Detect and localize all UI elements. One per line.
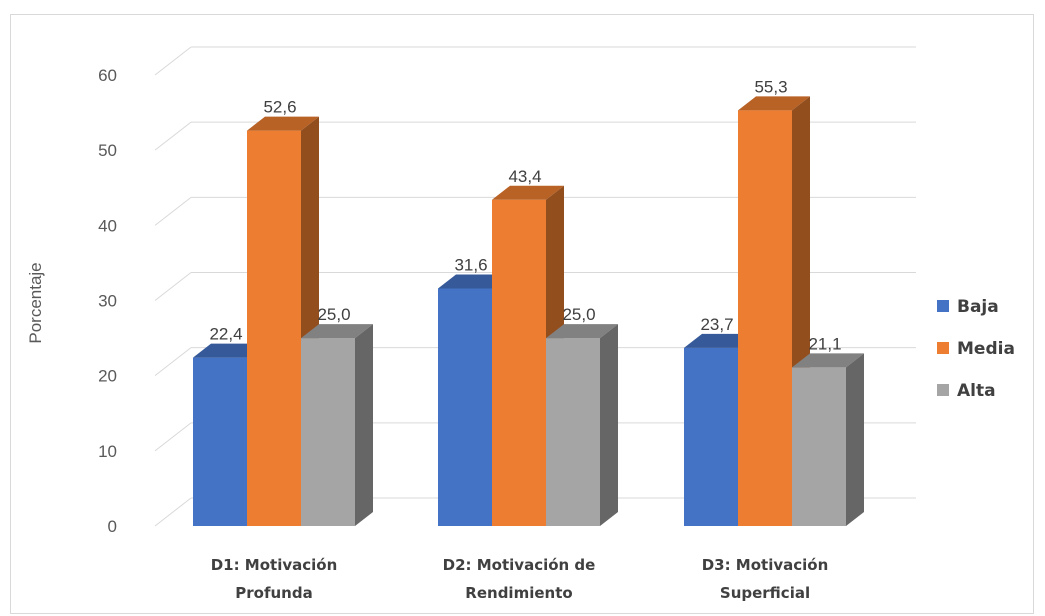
gridline-diagonal xyxy=(154,121,192,151)
bar-top xyxy=(546,324,618,339)
bar-alta-1 xyxy=(301,324,373,526)
bar-front xyxy=(738,110,792,526)
gridline-diagonal xyxy=(154,497,192,527)
bars xyxy=(193,96,864,526)
bar-chart: 0 10 20 30 40 50 60 22,4 52,6 25,0 31,6 43,4 25,0 23… xyxy=(26,46,1015,602)
legend-label: Baja xyxy=(957,297,999,317)
x-category-label: D1: Motivación xyxy=(211,556,338,574)
legend-swatch xyxy=(937,342,949,354)
bar-media-3 xyxy=(738,96,810,526)
bar-front xyxy=(438,288,492,526)
x-category-label: D3: Motivación xyxy=(702,556,829,574)
chart-frame: 0 10 20 30 40 50 60 22,4 52,6 25,0 31,6 43,4 25,0 23… xyxy=(10,14,1034,614)
gridline-diagonal xyxy=(154,272,192,301)
legend-swatch xyxy=(937,384,949,396)
gridline-diagonal xyxy=(154,347,192,377)
bar-side xyxy=(846,353,864,526)
legend-swatch xyxy=(937,300,949,312)
data-label: 23,7 xyxy=(700,315,733,334)
bar-side xyxy=(600,324,618,526)
data-label: 25,0 xyxy=(562,305,595,324)
data-labels: 22,4 52,6 25,0 31,6 43,4 25,0 23,7 55,3 21,1 xyxy=(209,77,841,353)
legend-item-alta: Alta xyxy=(937,381,996,401)
data-label: 31,6 xyxy=(454,255,487,274)
x-axis-categories: D1: Motivación Profunda D2: Motivación de R… xyxy=(211,556,829,602)
bar-alta-3 xyxy=(792,353,864,526)
bar-front xyxy=(792,367,846,526)
data-label: 21,1 xyxy=(808,334,841,353)
legend-item-baja: Baja xyxy=(937,297,999,317)
bar-top xyxy=(738,96,810,111)
y-tick-label: 10 xyxy=(98,442,117,461)
bar-front xyxy=(247,130,301,526)
y-axis-title: Porcentaje xyxy=(26,262,45,343)
bar-front xyxy=(492,199,546,526)
bar-front xyxy=(193,357,247,526)
x-category-label: Profunda xyxy=(235,584,312,602)
bar-top xyxy=(301,324,373,339)
gridline-diagonal xyxy=(154,196,192,226)
y-tick-label: 0 xyxy=(108,517,117,536)
data-label: 52,6 xyxy=(263,98,296,117)
x-category-label: Superficial xyxy=(720,584,810,602)
bar-top xyxy=(492,185,564,200)
data-label: 55,3 xyxy=(754,77,787,96)
y-axis-ticks: 0 10 20 30 40 50 60 xyxy=(98,66,117,536)
gridline-diagonal xyxy=(154,46,192,76)
data-label: 43,4 xyxy=(508,167,541,186)
bar-side xyxy=(355,324,373,526)
bar-alta-2 xyxy=(546,324,618,526)
legend-label: Alta xyxy=(957,381,996,401)
bar-top xyxy=(792,353,864,368)
bar-top xyxy=(247,116,319,131)
legend-label: Media xyxy=(957,339,1015,359)
bar-front xyxy=(546,338,600,526)
gridline-diagonal xyxy=(154,422,192,452)
legend-item-media: Media xyxy=(937,339,1015,359)
legend: Baja Media Alta xyxy=(937,297,1015,401)
y-tick-label: 50 xyxy=(98,141,117,160)
x-category-label: D2: Motivación de xyxy=(443,556,596,574)
y-tick-label: 20 xyxy=(98,367,117,386)
data-label: 25,0 xyxy=(317,305,350,324)
x-category-label: Rendimiento xyxy=(465,584,572,602)
bar-front xyxy=(684,347,738,526)
y-tick-label: 40 xyxy=(98,216,117,235)
y-tick-label: 60 xyxy=(98,66,117,85)
bar-front xyxy=(301,338,355,526)
y-tick-label: 30 xyxy=(98,292,117,311)
data-label: 22,4 xyxy=(209,325,242,344)
